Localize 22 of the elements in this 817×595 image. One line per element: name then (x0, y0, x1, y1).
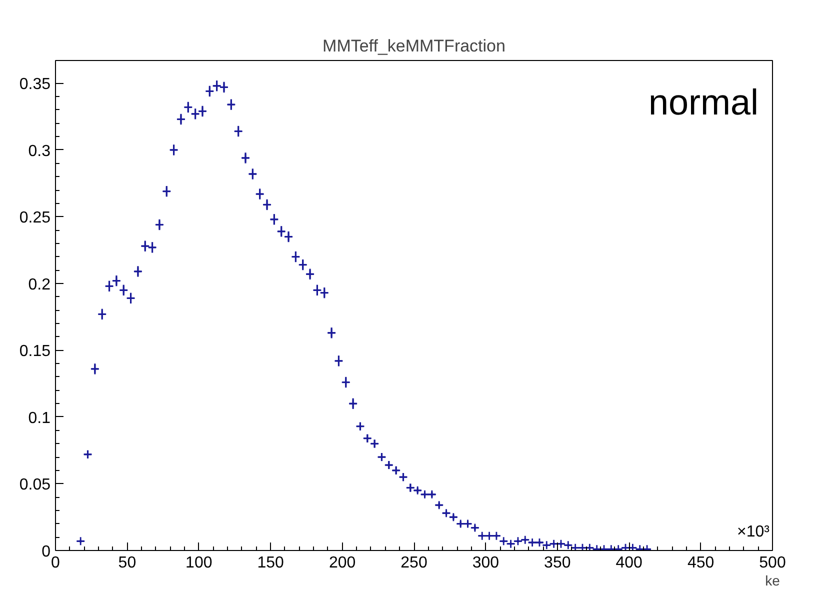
x-tick-label: 100 (186, 554, 212, 572)
x-tick-label: 500 (759, 554, 786, 572)
x-tick-label: 150 (257, 554, 284, 572)
x-tick-label: 400 (616, 554, 643, 572)
y-tick-label: 0.25 (19, 210, 51, 227)
y-tick-label: 0.35 (19, 76, 51, 94)
y-tick-label: 0.05 (19, 476, 51, 494)
chart-title: MMTeff_keMMTFraction (322, 36, 506, 56)
x-tick-label: 50 (118, 554, 136, 572)
x-tick-label: 350 (544, 554, 571, 572)
x-tick-label: 450 (687, 554, 714, 572)
y-tick-label: 0 (42, 544, 51, 560)
x-tick-label: 200 (328, 554, 356, 572)
y-tick-label: 0.3 (28, 142, 51, 160)
annotation: ×10³ (737, 524, 770, 540)
x-axis-title: ke (765, 572, 780, 588)
y-tick-label: 0.15 (19, 343, 51, 360)
x-tick-label: 250 (400, 554, 428, 572)
annotation: normal (648, 82, 759, 122)
y-tick-label: 0.2 (28, 276, 51, 294)
y-tick-label: 0.1 (28, 410, 51, 427)
x-tick-label: 300 (472, 554, 500, 572)
